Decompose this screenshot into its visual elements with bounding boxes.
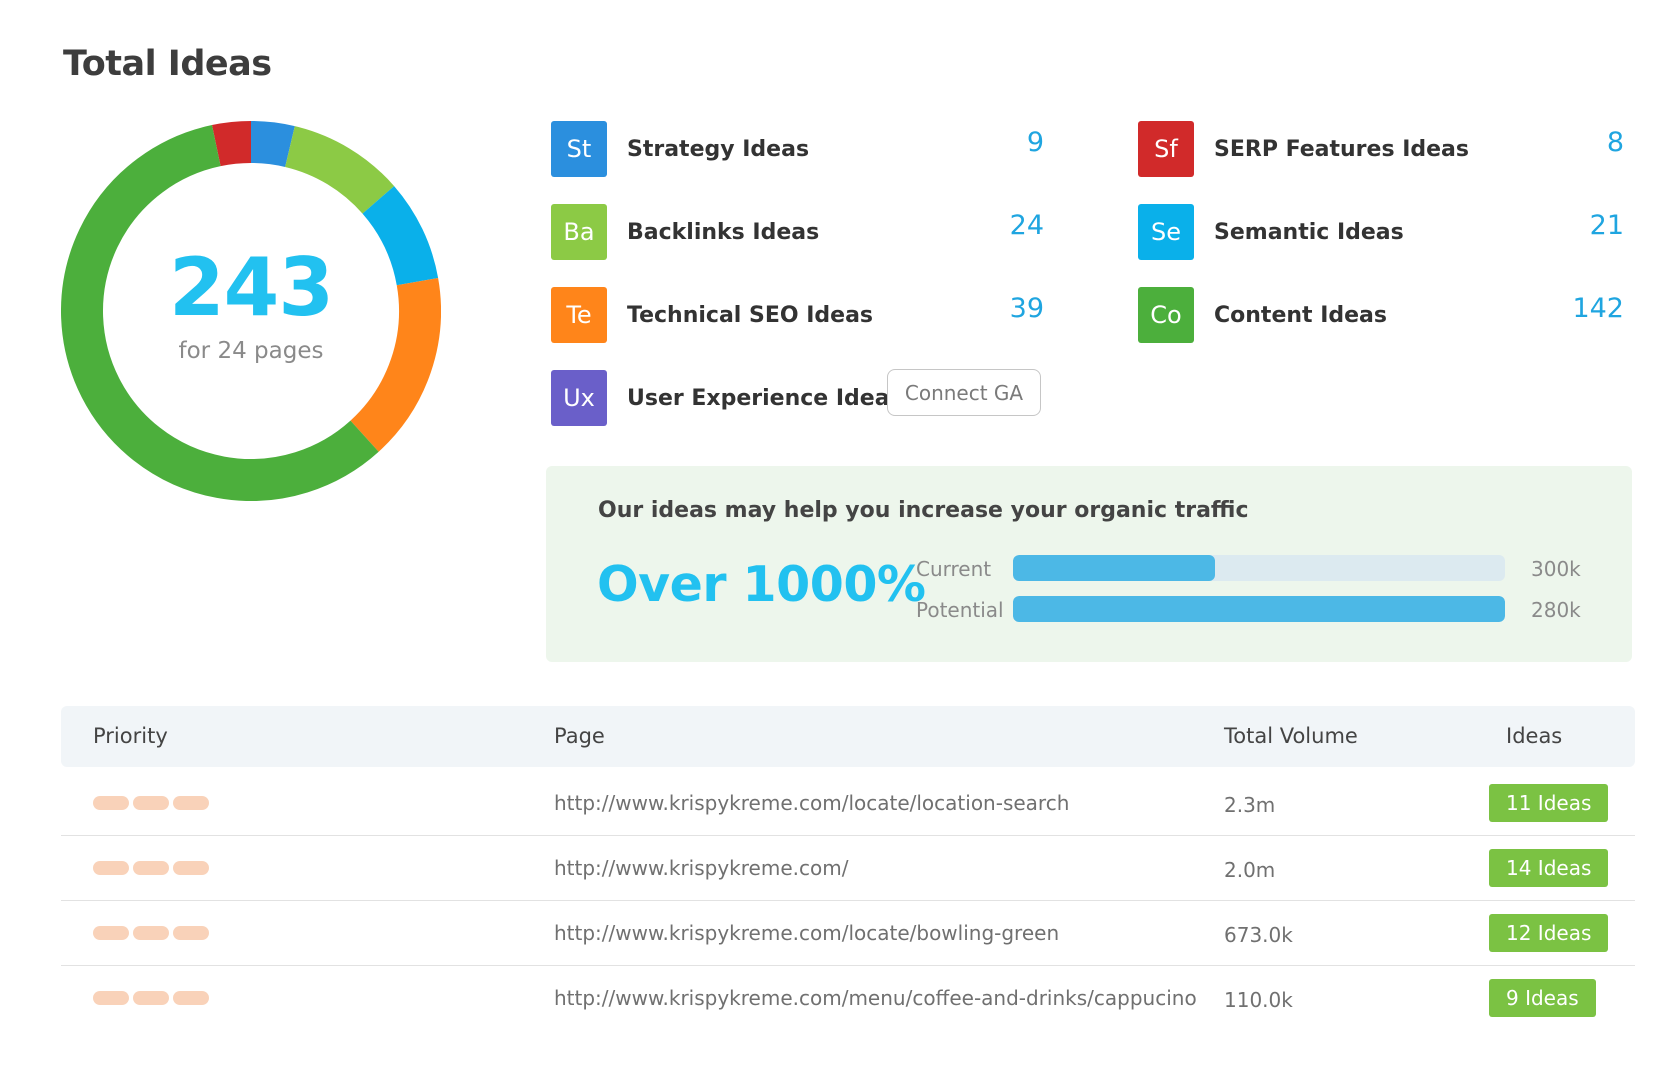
- priority-indicator: [93, 991, 209, 1005]
- current-label: Current: [916, 557, 992, 581]
- total-volume: 2.0m: [1224, 858, 1276, 882]
- potential-value: 280k: [1531, 598, 1581, 622]
- donut-segment-technical-seo-ideas[interactable]: [350, 278, 441, 452]
- page-url-link[interactable]: http://www.krispykreme.com/menu/coffee-a…: [554, 986, 1197, 1010]
- priority-column-header[interactable]: Priority: [93, 724, 168, 748]
- ideas-button[interactable]: 12 Ideas: [1489, 914, 1609, 952]
- category-label: Backlinks Ideas: [627, 219, 820, 245]
- donut-segment-strategy-ideas[interactable]: [250, 121, 295, 168]
- traffic-increase-value: Over 1000%: [597, 556, 926, 613]
- ideas-button[interactable]: 11 Ideas: [1489, 784, 1609, 822]
- user-experience-badge-icon: Ux: [551, 370, 607, 426]
- page-title: Total Ideas: [63, 44, 272, 84]
- semantic-badge-icon: Se: [1138, 204, 1194, 260]
- category-label: SERP Features Ideas: [1214, 136, 1469, 162]
- page-column-header[interactable]: Page: [554, 724, 605, 748]
- connect-ga-button[interactable]: Connect GA: [887, 369, 1041, 416]
- technical-seo-count[interactable]: 39: [1009, 293, 1044, 324]
- category-technical-seo[interactable]: Te Technical SEO Ideas: [551, 287, 873, 343]
- category-content[interactable]: Co Content Ideas: [1138, 287, 1387, 343]
- total-volume: 673.0k: [1224, 923, 1293, 947]
- category-label: Semantic Ideas: [1214, 219, 1404, 245]
- ideas-button[interactable]: 9 Ideas: [1489, 979, 1596, 1017]
- traffic-headline: Our ideas may help you increase your org…: [598, 498, 1249, 523]
- priority-pill: [133, 991, 169, 1005]
- priority-indicator: [93, 861, 209, 875]
- category-backlinks[interactable]: Ba Backlinks Ideas: [551, 204, 819, 260]
- total-volume: 2.3m: [1224, 793, 1276, 817]
- category-serp-features[interactable]: Sf SERP Features Ideas: [1138, 121, 1469, 177]
- category-label: Strategy Ideas: [627, 136, 810, 162]
- donut-subtitle: for 24 pages: [178, 338, 324, 364]
- donut-segment-backlinks-ideas[interactable]: [284, 126, 395, 215]
- backlinks-count[interactable]: 24: [1009, 210, 1044, 241]
- priority-pill: [93, 926, 129, 940]
- total-volume: 110.0k: [1224, 988, 1293, 1012]
- category-label: Technical SEO Ideas: [627, 302, 874, 328]
- page-url-link[interactable]: http://www.krispykreme.com/locate/locati…: [554, 791, 1070, 815]
- current-bar-track: [1013, 555, 1505, 581]
- table-row[interactable]: http://www.krispykreme.com/locate/bowlin…: [61, 901, 1635, 966]
- ideas-button[interactable]: 14 Ideas: [1489, 849, 1609, 887]
- serp-features-badge-icon: Sf: [1138, 121, 1194, 177]
- potential-label: Potential: [916, 598, 1004, 622]
- technical-seo-badge-icon: Te: [551, 287, 607, 343]
- priority-indicator: [93, 796, 209, 810]
- table-row[interactable]: http://www.krispykreme.com/menu/coffee-a…: [61, 966, 1635, 1031]
- backlinks-badge-icon: Ba: [551, 204, 607, 260]
- priority-pill: [93, 796, 129, 810]
- priority-pill: [93, 861, 129, 875]
- volume-column-header[interactable]: Total Volume: [1224, 724, 1358, 748]
- donut-center: 243 for 24 pages: [61, 121, 441, 501]
- priority-pill: [93, 991, 129, 1005]
- serp-features-count[interactable]: 8: [1606, 127, 1624, 158]
- priority-pill: [133, 861, 169, 875]
- ideas-donut-chart: 243 for 24 pages: [61, 121, 441, 501]
- traffic-potential-panel: Our ideas may help you increase your org…: [546, 466, 1632, 662]
- priority-indicator: [93, 926, 209, 940]
- category-strategy[interactable]: St Strategy Ideas: [551, 121, 809, 177]
- ideas-column-header[interactable]: Ideas: [1506, 724, 1563, 748]
- potential-bar-fill: [1013, 596, 1505, 622]
- priority-pill: [173, 796, 209, 810]
- page-url-link[interactable]: http://www.krispykreme.com/locate/bowlin…: [554, 921, 1060, 945]
- potential-bar-track: [1013, 596, 1505, 622]
- content-badge-icon: Co: [1138, 287, 1194, 343]
- current-value: 300k: [1531, 557, 1581, 581]
- category-semantic[interactable]: Se Semantic Ideas: [1138, 204, 1404, 260]
- page-url-link[interactable]: http://www.krispykreme.com/: [554, 856, 849, 880]
- priority-pill: [133, 926, 169, 940]
- category-label: Content Ideas: [1214, 302, 1387, 328]
- priority-pill: [173, 861, 209, 875]
- donut-segment-serp-features-ideas[interactable]: [211, 121, 252, 167]
- content-count[interactable]: 142: [1572, 293, 1624, 324]
- current-bar-fill: [1013, 555, 1215, 581]
- strategy-count[interactable]: 9: [1026, 127, 1044, 158]
- table-header: Priority Page Total Volume Ideas: [61, 706, 1635, 767]
- priority-pill: [133, 796, 169, 810]
- priority-pill: [173, 991, 209, 1005]
- category-user-experience[interactable]: Ux User Experience Ideas: [551, 370, 903, 426]
- table-row[interactable]: http://www.krispykreme.com/locate/locati…: [61, 771, 1635, 836]
- category-label: User Experience Ideas: [627, 385, 903, 411]
- semantic-count[interactable]: 21: [1589, 210, 1624, 241]
- strategy-badge-icon: St: [551, 121, 607, 177]
- donut-total: 243: [169, 241, 334, 334]
- donut-segment-content-ideas[interactable]: [61, 125, 379, 501]
- priority-pill: [173, 926, 209, 940]
- table-row[interactable]: http://www.krispykreme.com/ 2.0m 14 Idea…: [61, 836, 1635, 901]
- donut-svg: [61, 121, 441, 501]
- donut-segment-semantic-ideas[interactable]: [362, 186, 439, 286]
